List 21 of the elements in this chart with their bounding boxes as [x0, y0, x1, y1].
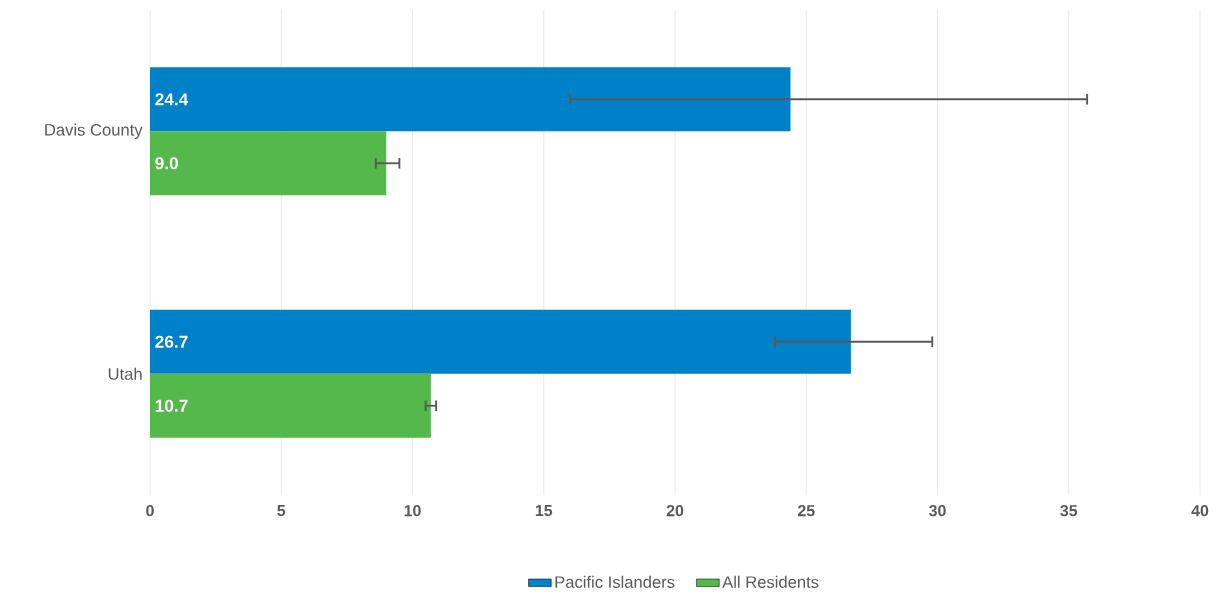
x-tick-label: 15	[535, 505, 553, 517]
x-tick-label: 5	[277, 505, 286, 517]
legend-label: All Residents	[722, 575, 819, 588]
x-tick-label: 25	[797, 505, 815, 517]
bar	[150, 373, 431, 438]
data-label: 24.4	[155, 93, 189, 106]
legend-label: Pacific Islanders	[555, 575, 675, 588]
data-label: 10.7	[155, 399, 188, 412]
x-tick-label: 0	[146, 505, 154, 517]
y-tick-label: Davis County	[45, 123, 143, 139]
y-tick-label: Utah	[108, 367, 142, 380]
x-tick-label: 20	[666, 505, 684, 517]
bar	[150, 67, 791, 132]
x-tick-label: 35	[1060, 505, 1078, 517]
data-label: 26.7	[155, 335, 188, 348]
bar	[150, 309, 851, 374]
x-tick-label: 10	[404, 505, 421, 517]
x-tick-label: 40	[1191, 505, 1209, 517]
x-tick-label: 30	[929, 505, 946, 517]
data-label: 9.0	[155, 157, 178, 170]
bar	[150, 131, 387, 196]
